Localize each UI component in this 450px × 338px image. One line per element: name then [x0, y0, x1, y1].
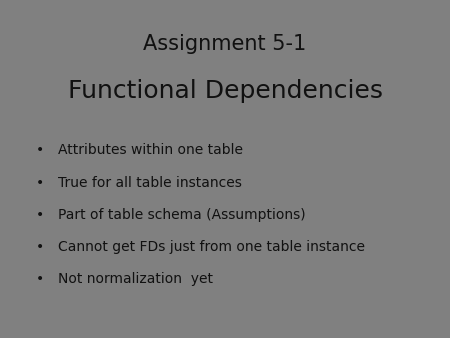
Text: •: • [36, 272, 44, 286]
Text: Functional Dependencies: Functional Dependencies [68, 79, 382, 103]
Text: Assignment 5-1: Assignment 5-1 [144, 34, 306, 54]
Text: •: • [36, 143, 44, 158]
Text: •: • [36, 208, 44, 222]
Text: Attributes within one table: Attributes within one table [58, 143, 243, 158]
Text: Part of table schema (Assumptions): Part of table schema (Assumptions) [58, 208, 306, 222]
Text: •: • [36, 240, 44, 254]
Text: Cannot get FDs just from one table instance: Cannot get FDs just from one table insta… [58, 240, 365, 254]
Text: True for all table instances: True for all table instances [58, 175, 243, 190]
Text: Not normalization  yet: Not normalization yet [58, 272, 213, 286]
Text: •: • [36, 175, 44, 190]
